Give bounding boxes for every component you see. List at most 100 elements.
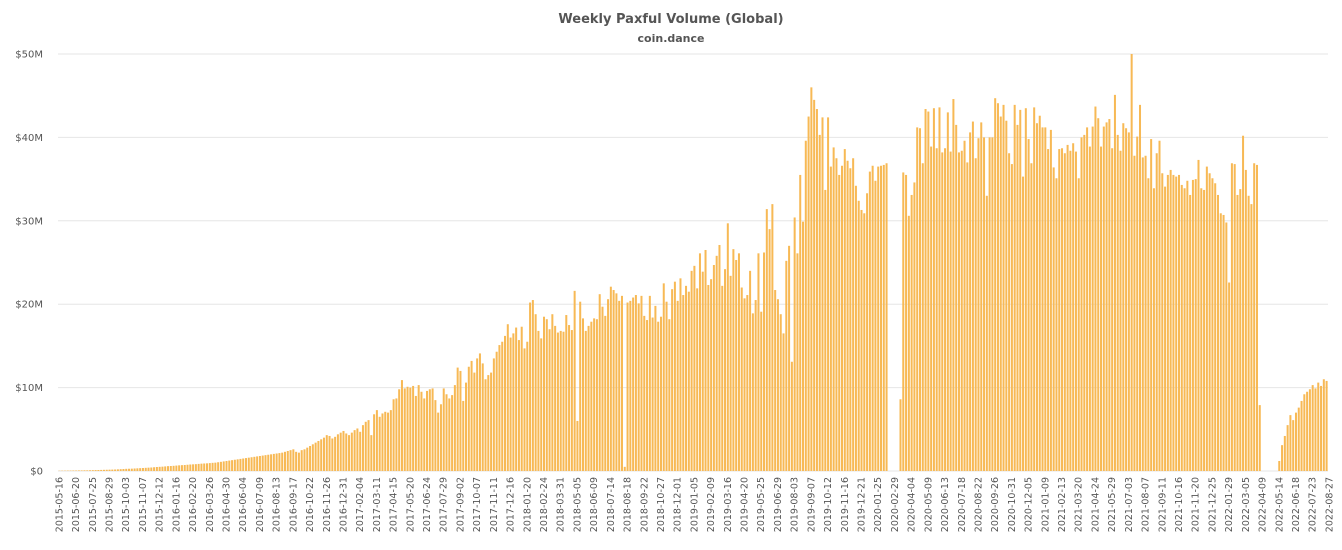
- bar[interactable]: [629, 300, 632, 471]
- bar[interactable]: [1013, 104, 1016, 472]
- bar[interactable]: [359, 431, 362, 471]
- bar[interactable]: [1144, 155, 1147, 471]
- bar[interactable]: [367, 420, 370, 471]
- bar[interactable]: [1278, 460, 1281, 471]
- bar[interactable]: [206, 463, 209, 471]
- bar[interactable]: [161, 466, 164, 471]
- bar[interactable]: [682, 295, 685, 471]
- bar[interactable]: [746, 295, 749, 471]
- bar[interactable]: [105, 469, 108, 471]
- bar[interactable]: [498, 345, 501, 471]
- bar[interactable]: [1141, 157, 1144, 472]
- bar[interactable]: [595, 319, 598, 471]
- bar[interactable]: [1306, 391, 1309, 471]
- bar[interactable]: [412, 385, 415, 471]
- bar[interactable]: [311, 444, 314, 471]
- bar[interactable]: [420, 391, 423, 471]
- bar[interactable]: [1111, 148, 1114, 472]
- bar[interactable]: [403, 388, 406, 471]
- bar[interactable]: [1041, 127, 1044, 471]
- bar[interactable]: [662, 283, 665, 471]
- bar[interactable]: [1205, 166, 1208, 471]
- bar[interactable]: [938, 107, 941, 471]
- bar[interactable]: [618, 300, 621, 471]
- bar[interactable]: [1289, 415, 1292, 471]
- bar[interactable]: [125, 468, 128, 471]
- bar[interactable]: [303, 449, 306, 471]
- bar[interactable]: [771, 204, 774, 471]
- bar[interactable]: [387, 412, 390, 471]
- bar[interactable]: [1197, 159, 1200, 472]
- bar[interactable]: [361, 425, 364, 471]
- bar[interactable]: [414, 395, 417, 471]
- bar[interactable]: [782, 333, 785, 471]
- bar[interactable]: [1178, 174, 1181, 471]
- bar[interactable]: [1080, 137, 1083, 471]
- bar[interactable]: [392, 399, 395, 471]
- bar[interactable]: [673, 281, 676, 471]
- bar[interactable]: [348, 435, 351, 471]
- bar[interactable]: [1317, 382, 1320, 471]
- bar[interactable]: [799, 174, 802, 471]
- bar[interactable]: [868, 171, 871, 471]
- bar[interactable]: [529, 302, 532, 471]
- bar[interactable]: [754, 300, 757, 471]
- bar[interactable]: [757, 253, 760, 471]
- bar[interactable]: [506, 324, 509, 471]
- bar[interactable]: [250, 457, 253, 471]
- bar[interactable]: [228, 460, 231, 471]
- bar[interactable]: [1158, 140, 1161, 472]
- bar[interactable]: [501, 341, 504, 471]
- bar[interactable]: [225, 460, 228, 471]
- bar[interactable]: [465, 382, 468, 471]
- bar[interactable]: [1077, 178, 1080, 471]
- bar[interactable]: [492, 358, 495, 471]
- bar[interactable]: [885, 163, 888, 471]
- bar[interactable]: [426, 390, 429, 471]
- bar[interactable]: [554, 325, 557, 471]
- bar[interactable]: [253, 456, 256, 471]
- bar[interactable]: [231, 460, 234, 471]
- bar[interactable]: [1049, 129, 1052, 471]
- bar[interactable]: [1116, 134, 1119, 471]
- bar[interactable]: [760, 311, 763, 471]
- bar[interactable]: [1002, 104, 1005, 472]
- bar[interactable]: [810, 87, 813, 472]
- bar[interactable]: [626, 302, 629, 471]
- bar[interactable]: [1228, 282, 1231, 471]
- bar[interactable]: [1311, 385, 1314, 471]
- bar[interactable]: [1113, 94, 1116, 472]
- bar[interactable]: [991, 137, 994, 471]
- bar[interactable]: [1122, 123, 1125, 471]
- bar[interactable]: [169, 466, 172, 471]
- bar[interactable]: [203, 463, 206, 471]
- bar[interactable]: [384, 411, 387, 471]
- bar[interactable]: [1016, 124, 1019, 471]
- bar[interactable]: [1074, 151, 1077, 471]
- bar[interactable]: [1325, 380, 1328, 471]
- bar[interactable]: [685, 285, 688, 471]
- bar[interactable]: [153, 467, 156, 471]
- bar[interactable]: [763, 252, 766, 471]
- bar[interactable]: [1314, 388, 1317, 471]
- bar[interactable]: [375, 410, 378, 471]
- bar[interactable]: [704, 249, 707, 471]
- bar[interactable]: [1308, 389, 1311, 471]
- bar[interactable]: [899, 399, 902, 471]
- bar[interactable]: [428, 389, 431, 471]
- bar[interactable]: [448, 398, 451, 471]
- bar[interactable]: [696, 288, 699, 471]
- bar[interactable]: [295, 451, 298, 471]
- bar[interactable]: [281, 452, 284, 471]
- bar[interactable]: [1086, 127, 1089, 471]
- bar[interactable]: [735, 260, 738, 471]
- bar[interactable]: [957, 152, 960, 471]
- bar[interactable]: [671, 289, 674, 471]
- bar[interactable]: [378, 416, 381, 471]
- bar[interactable]: [1047, 149, 1050, 471]
- bar[interactable]: [1203, 189, 1206, 471]
- bar[interactable]: [1180, 184, 1183, 471]
- bar[interactable]: [1102, 126, 1105, 471]
- bar[interactable]: [570, 330, 573, 471]
- bar[interactable]: [395, 398, 398, 471]
